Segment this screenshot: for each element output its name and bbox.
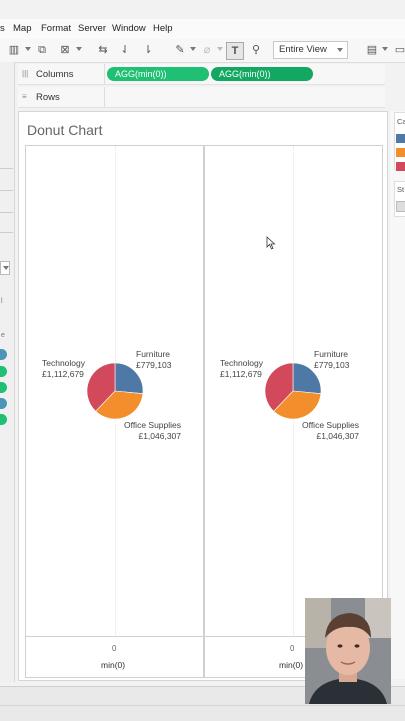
swap-rows-columns-icon[interactable]: ⇆ [98, 44, 108, 56]
label-office-supplies: Office Supplies £1,046,307 [302, 420, 360, 441]
menu-item-map[interactable]: Map [13, 23, 32, 34]
dropdown-partial[interactable] [0, 261, 10, 275]
fix-axes-pin-icon[interactable]: ⚲ [251, 44, 261, 56]
legend-swatch-technology[interactable] [396, 162, 405, 171]
data-pane-edge: l e [0, 62, 15, 682]
label-technology: Technology £1,112,679 [220, 358, 264, 379]
legend-panel: Ca St [390, 111, 405, 679]
axis-title: min(0) [101, 660, 126, 670]
webcam-overlay [305, 598, 391, 704]
pie-slice-furniture[interactable] [292, 362, 322, 394]
pie-chart-right[interactable] [204, 146, 382, 637]
chart-type-icon[interactable]: ▥ [8, 44, 20, 56]
field-pill-partial[interactable] [0, 398, 7, 409]
show-me-icon[interactable]: ▤ [366, 44, 378, 56]
presentation-icon[interactable]: ▭ [394, 44, 405, 56]
field-pill-partial[interactable] [0, 366, 7, 377]
sort-ascending-icon[interactable]: ⇃ [120, 44, 130, 56]
pie-chart-left[interactable] [26, 146, 204, 637]
field-pill-partial[interactable] [0, 382, 7, 393]
legend-swatch-furniture[interactable] [396, 134, 405, 143]
columns-icon: ||| [22, 69, 29, 78]
menu-bar: s Map Format Server Window Help [0, 19, 405, 39]
label-furniture: Furniture £779,103 [136, 349, 172, 370]
menu-item-window[interactable]: Window [112, 23, 146, 34]
pie-slice-technology[interactable] [86, 362, 116, 412]
label-furniture: Furniture £779,103 [314, 349, 350, 370]
legend-swatch-office-supplies[interactable] [396, 148, 405, 157]
rows-icon: ≡ [22, 92, 27, 101]
mouse-cursor-icon [266, 236, 276, 250]
presenter-face-icon [305, 598, 391, 704]
sort-descending-icon[interactable]: ⇂ [143, 44, 153, 56]
fit-dropdown[interactable]: Entire View [273, 41, 348, 59]
worksheet-view: Donut Chart Technology £1,112,679 Furnitu… [18, 111, 388, 681]
pie-slice-office-supplies[interactable] [273, 390, 322, 420]
field-pill-partial[interactable] [0, 349, 7, 360]
fit-dropdown-value: Entire View [279, 44, 327, 55]
pane-right[interactable]: Technology £1,112,679 Furniture £779,103 O… [203, 145, 383, 637]
legend-title-fragment: Ca [397, 117, 405, 126]
duplicate-sheet-icon[interactable]: ⧉ [38, 44, 46, 56]
sheet-title: Donut Chart [27, 122, 103, 138]
pie-slice-furniture[interactable] [114, 362, 144, 394]
x-axis-left[interactable]: 0 min(0) [25, 636, 205, 678]
axis-title: min(0) [279, 660, 304, 670]
clear-sheet-icon[interactable]: ⊠ [60, 44, 70, 56]
chevron-down-icon [337, 48, 343, 52]
axis-tick: 0 [290, 644, 295, 653]
show-mark-labels-icon[interactable]: T [226, 42, 244, 60]
axis-tick: 0 [112, 644, 117, 653]
pie-slice-technology[interactable] [264, 362, 294, 412]
column-pill-1[interactable]: AGG(min(0)) [107, 67, 209, 81]
label-technology: Technology £1,112,679 [42, 358, 86, 379]
rows-shelf-label: Rows [36, 92, 60, 103]
highlight-icon[interactable]: ✎ [175, 44, 185, 56]
field-pill-partial[interactable] [0, 414, 7, 425]
legend-swatch[interactable] [396, 201, 405, 212]
menu-item-partial[interactable]: s [0, 23, 5, 34]
legend-title-fragment: St [397, 185, 405, 194]
label-fragment: l [1, 298, 3, 305]
menu-item-format[interactable]: Format [41, 23, 72, 34]
label-office-supplies: Office Supplies £1,046,307 [124, 420, 182, 441]
menu-item-help[interactable]: Help [153, 23, 173, 34]
columns-shelf-label: Columns [36, 69, 74, 80]
pane-left[interactable]: Technology £1,112,679 Furniture £779,103 O… [25, 145, 205, 637]
label-fragment: e [1, 332, 5, 339]
columns-shelf[interactable]: ||| Columns AGG(min(0)) AGG(min(0)) [18, 64, 385, 85]
menu-item-server[interactable]: Server [78, 23, 106, 34]
pie-slice-office-supplies[interactable] [95, 390, 144, 420]
rows-shelf[interactable]: ≡ Rows [18, 87, 385, 108]
group-members-icon[interactable]: ⌀ [203, 44, 211, 56]
column-pill-2[interactable]: AGG(min(0)) [211, 67, 313, 81]
